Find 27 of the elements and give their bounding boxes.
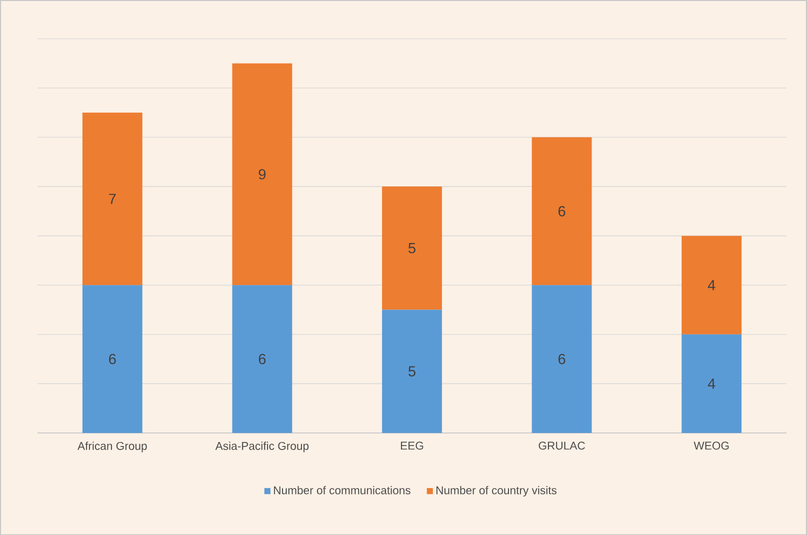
- bar: [532, 137, 592, 285]
- data-label: 6: [109, 354, 116, 364]
- data-label: 5: [408, 242, 416, 254]
- data-label: 4: [708, 280, 716, 290]
- data-label: 6: [258, 354, 266, 364]
- bar: [682, 236, 742, 334]
- bar: [382, 310, 442, 433]
- data-label: 6: [558, 206, 566, 216]
- bar: [232, 63, 292, 285]
- x-tick-label: GRULAC: [538, 441, 585, 450]
- bar: [682, 334, 742, 433]
- x-tick-label: WEOG: [694, 441, 729, 450]
- data-label: 6: [558, 354, 566, 364]
- data-label: 4: [708, 378, 716, 389]
- x-tick-label: Asia-Pacific Group: [215, 441, 309, 452]
- bar: [532, 284, 592, 433]
- bar: [82, 284, 142, 433]
- legend-label: Number of communications: [274, 486, 410, 494]
- bar: [382, 186, 442, 310]
- x-tick-label: EEG: [400, 441, 424, 450]
- bar: [232, 284, 292, 433]
- data-label: 7: [109, 194, 116, 204]
- x-tick-label: African Group: [78, 441, 147, 452]
- legend-label: Number of country visits: [436, 486, 557, 496]
- data-label: 9: [258, 168, 266, 180]
- bar: [82, 112, 142, 285]
- data-label: 5: [408, 366, 416, 376]
